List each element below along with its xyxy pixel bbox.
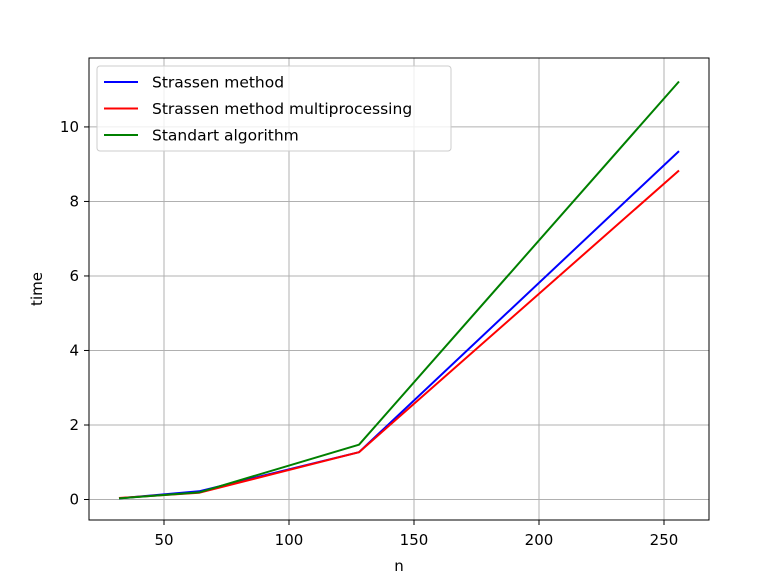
x-tick-label: 100 [275,531,304,549]
y-tick-label: 0 [69,491,79,509]
x-axis-label: n [394,557,404,575]
x-tick-label: 250 [650,531,679,549]
y-axis-ticks: 0 2 4 6 8 10 [60,118,89,509]
legend-label: Strassen method [152,74,284,92]
y-tick-label: 8 [69,192,79,210]
y-tick-label: 2 [69,416,79,434]
y-tick-label: 4 [69,341,79,359]
series-line-3 [118,80,680,500]
legend-label: Standart algorithm [152,127,299,145]
x-tick-label: 200 [525,531,554,549]
y-tick-label: 6 [69,267,79,285]
legend: Strassen method Strassen method multiproc… [96,65,452,152]
x-tick-label: 150 [400,531,429,549]
plot-frame [88,57,710,521]
y-axis-label: time [28,272,46,306]
legend-box [96,65,452,152]
x-tick-label: 50 [154,531,173,549]
series-lines [118,80,680,500]
legend-label: Strassen method multiprocessing [152,100,412,118]
x-axis-ticks: 50 100 150 200 250 [154,520,678,549]
y-tick-label: 10 [60,118,79,136]
